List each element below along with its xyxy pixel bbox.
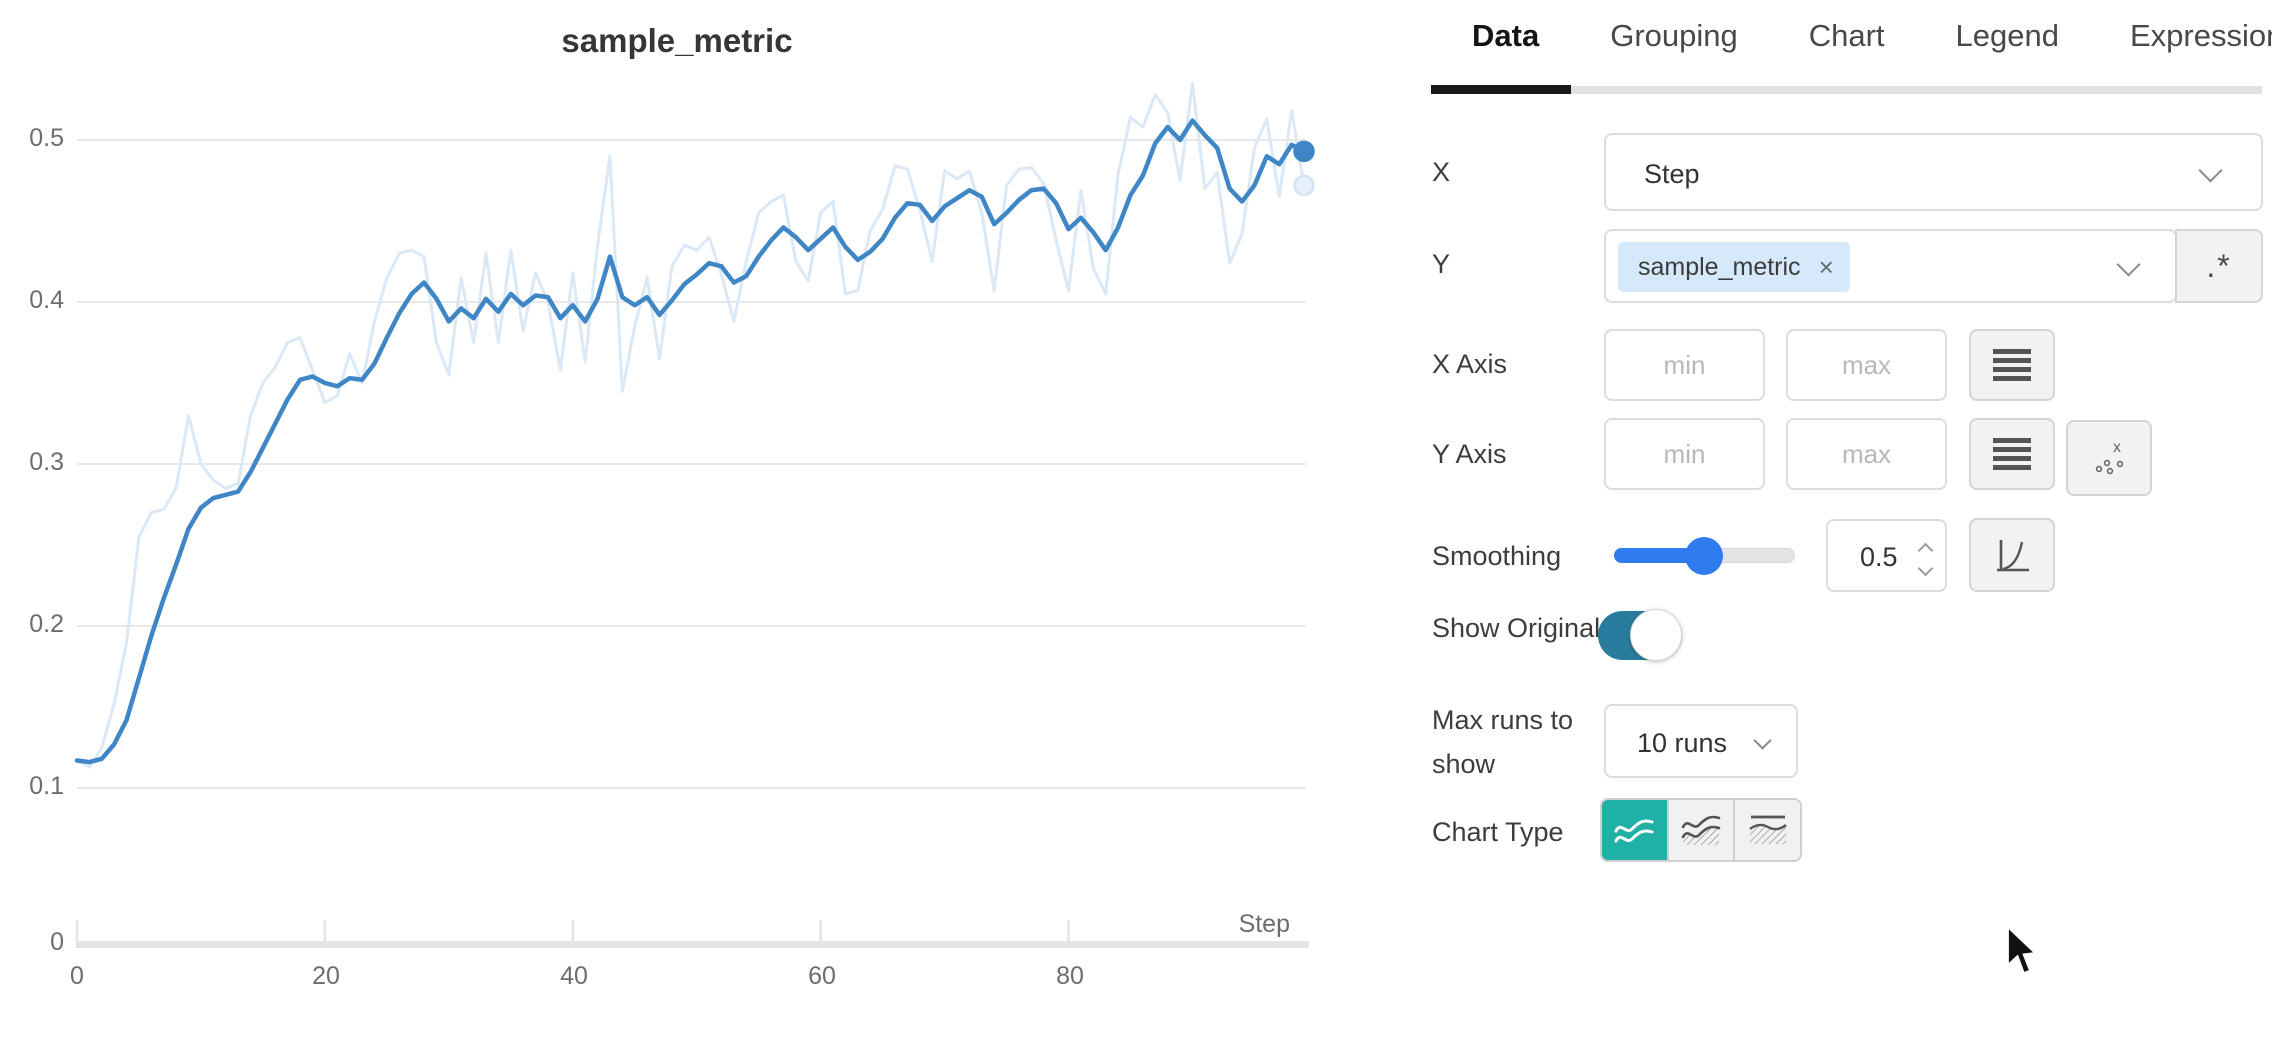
tab-underline-active (1431, 85, 1571, 94)
mouse-cursor (2006, 924, 2040, 976)
settings-tab-bar: Data Grouping Chart Legend Expressions (1472, 18, 2272, 54)
x-axis-row-label: X Axis (1432, 349, 1508, 379)
y-metric-tag-label: sample_metric (1638, 252, 1801, 281)
y-tick-label: 0 (50, 928, 64, 956)
line-chart-plot[interactable] (0, 0, 1320, 1040)
smoothing-algorithm-button[interactable] (1969, 518, 2055, 592)
smoothing-value-stepper[interactable]: 0.5 (1826, 519, 1947, 592)
outliers-icon: x (2095, 439, 2124, 475)
chevron-down-icon (2198, 158, 2223, 183)
smoothing-row-label: Smoothing (1432, 541, 1562, 571)
chart-type-label: Chart Type (1432, 817, 1564, 847)
chart-type-line-button[interactable] (1602, 800, 1667, 860)
chevron-down-icon (1753, 731, 1772, 750)
max-runs-label: Max runs to show (1432, 705, 1574, 779)
regex-toggle-button[interactable]: .* (2175, 229, 2263, 303)
tab-legend[interactable]: Legend (1955, 18, 2059, 53)
max-runs-value: 10 runs (1637, 728, 1728, 758)
line-plot-icon (1614, 819, 1654, 843)
y-row-label: Y (1432, 249, 1451, 279)
tab-grouping[interactable]: Grouping (1610, 18, 1738, 53)
x-tick-label: 0 (70, 962, 84, 990)
mean-minmax-icon (1748, 815, 1787, 844)
y-axis-max-input[interactable] (1786, 418, 1947, 490)
chart-type-minmax-button[interactable] (1733, 800, 1800, 860)
y-axis-log-scale-button[interactable] (1969, 418, 2055, 490)
smoothing-value: 0.5 (1860, 542, 1898, 572)
y-tick-label: 0.5 (29, 124, 64, 152)
y-tick-label: 0.3 (29, 448, 64, 476)
line-area-icon (1681, 815, 1721, 845)
x-tick-label: 80 (1056, 962, 1084, 990)
y-tick-label: 0.2 (29, 610, 64, 638)
x-tick-label: 60 (808, 962, 836, 990)
tab-expressions[interactable]: Expressions (2130, 18, 2272, 53)
remove-tag-icon[interactable]: × (1818, 251, 1834, 282)
stepper-down-icon[interactable] (1917, 560, 1934, 577)
tab-underline-track (1431, 86, 2262, 94)
smoothing-curve-icon (1997, 540, 2029, 572)
stepper-up-icon[interactable] (1917, 542, 1934, 559)
x-axis-title: Step (1238, 910, 1290, 938)
chevron-down-icon (2116, 252, 2141, 277)
show-original-toggle-knob[interactable] (1630, 609, 1682, 661)
y-axis-row-label: Y Axis (1432, 439, 1507, 469)
x-row-label: X (1432, 157, 1451, 187)
x-metric-value: Step (1644, 159, 1700, 189)
tab-chart[interactable]: Chart (1808, 18, 1885, 53)
x-tick-label: 20 (312, 962, 340, 990)
y-tick-label: 0.4 (29, 286, 64, 314)
chart-type-button-group (1600, 798, 1802, 862)
y-tick-label: 0.1 (29, 772, 64, 800)
svg-text:x: x (2113, 439, 2121, 456)
y-axis-min-input[interactable] (1604, 418, 1765, 490)
y-metric-tag: sample_metric × (1618, 242, 1850, 292)
x-axis-log-scale-button[interactable] (1969, 329, 2055, 401)
log-scale-icon (1993, 349, 2031, 381)
x-axis-max-input[interactable] (1786, 329, 1947, 401)
smoothing-slider-knob[interactable] (1685, 537, 1723, 575)
x-tick-label: 40 (560, 962, 588, 990)
tab-data[interactable]: Data (1472, 18, 1540, 53)
chart-type-area-button[interactable] (1666, 800, 1734, 860)
max-runs-select[interactable]: 10 runs (1604, 704, 1798, 778)
log-scale-icon (1993, 438, 2031, 470)
x-axis-min-input[interactable] (1604, 329, 1765, 401)
y-metric-select[interactable]: sample_metric × (1604, 229, 2177, 303)
x-metric-select[interactable]: Step (1604, 133, 2263, 211)
ignore-outliers-button[interactable]: x (2066, 420, 2152, 496)
regex-button-label: .* (2206, 247, 2232, 284)
chart-title: sample_metric (561, 22, 793, 59)
show-original-label: Show Original (1432, 613, 1601, 643)
